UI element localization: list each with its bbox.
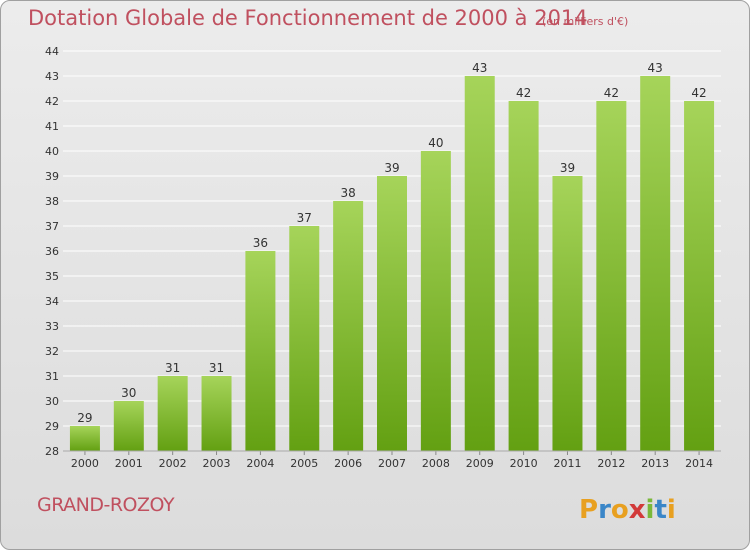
y-tick-label: 43	[45, 70, 59, 83]
data-label: 38	[340, 186, 355, 200]
bar-2009	[464, 76, 495, 451]
x-tick-label: 2014	[685, 457, 713, 470]
x-tick-label: 2007	[378, 457, 406, 470]
svg-text:Proxiti: Proxiti	[579, 495, 676, 525]
x-tick-label: 2012	[597, 457, 625, 470]
y-tick-label: 35	[45, 270, 59, 283]
data-label: 30	[121, 386, 136, 400]
y-tick-label: 39	[45, 170, 59, 183]
bar-2004	[245, 251, 276, 451]
data-label: 42	[691, 86, 706, 100]
bar-2005	[289, 226, 320, 451]
data-label: 42	[516, 86, 531, 100]
bars	[69, 76, 715, 451]
data-label: 40	[428, 136, 443, 150]
bar-2011	[552, 176, 583, 451]
bar-2007	[377, 176, 407, 451]
y-tick-label: 37	[45, 220, 59, 233]
data-label: 37	[297, 211, 312, 225]
x-axis-ticks: 2000 2001 2002 2003 2004 2005 2006 2007 2008 2009…	[63, 450, 721, 470]
bar-2006	[333, 201, 364, 451]
y-tick-label: 44	[45, 45, 59, 58]
bar-2002	[157, 376, 188, 451]
y-tick-label: 42	[45, 95, 59, 108]
y-axis-ticks: 28 29 30 31 32 33 34 35 36 37 38 39 40 41 42 43 44	[45, 45, 59, 458]
x-tick-label: 2011	[553, 457, 581, 470]
y-tick-label: 32	[45, 345, 59, 358]
bar-2013	[640, 76, 671, 451]
bar-2012	[596, 101, 627, 451]
y-tick-label: 38	[45, 195, 59, 208]
chart-subtitle: (en milliers d'€)	[542, 15, 629, 28]
bar-2001	[113, 401, 144, 451]
proxiti-logo: Proxiti	[579, 495, 676, 525]
y-tick-label: 40	[45, 145, 59, 158]
data-label: 39	[384, 161, 399, 175]
data-label: 29	[77, 411, 92, 425]
data-labels: 29 30 31 31 36 37 38 39 40 43 42 39 42 43 42	[77, 61, 706, 425]
x-tick-label: 2003	[203, 457, 231, 470]
data-label: 43	[648, 61, 663, 75]
x-tick-label: 2004	[246, 457, 274, 470]
bar-2014	[684, 101, 715, 451]
y-tick-label: 36	[45, 245, 59, 258]
y-tick-label: 41	[45, 120, 59, 133]
y-tick-label: 28	[45, 445, 59, 458]
bar-2008	[420, 151, 451, 451]
x-tick-label: 2005	[290, 457, 318, 470]
place-name: GRAND-ROZOY	[37, 494, 175, 516]
bar-2010	[508, 101, 539, 451]
data-label: 31	[209, 361, 224, 375]
chart-title: Dotation Globale de Fonctionnement de 20…	[28, 6, 588, 30]
x-tick-label: 2009	[466, 457, 494, 470]
x-tick-label: 2000	[71, 457, 99, 470]
x-tick-label: 2013	[641, 457, 669, 470]
y-tick-label: 30	[45, 395, 59, 408]
data-label: 39	[560, 161, 575, 175]
bar-2003	[201, 376, 232, 451]
x-tick-label: 2010	[510, 457, 538, 470]
data-label: 31	[165, 361, 180, 375]
data-label: 42	[604, 86, 619, 100]
y-tick-label: 31	[45, 370, 59, 383]
x-tick-label: 2002	[159, 457, 187, 470]
x-tick-label: 2008	[422, 457, 450, 470]
data-label: 36	[253, 236, 268, 250]
x-tick-label: 2001	[115, 457, 143, 470]
data-label: 43	[472, 61, 487, 75]
bar-2000	[69, 426, 100, 451]
y-tick-label: 33	[45, 320, 59, 333]
y-tick-label: 34	[45, 295, 59, 308]
y-tick-label: 29	[45, 420, 59, 433]
x-tick-label: 2006	[334, 457, 362, 470]
